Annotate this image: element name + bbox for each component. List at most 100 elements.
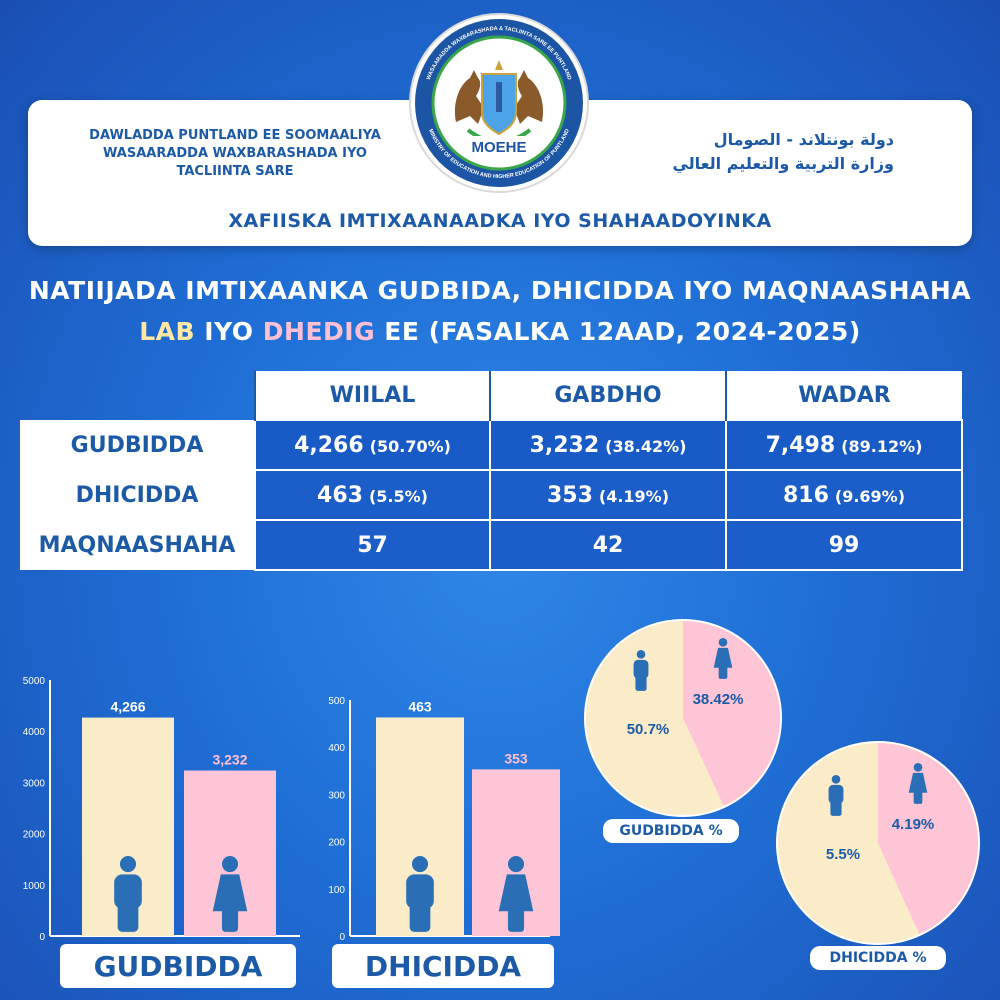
row-label: GUDBIDDA <box>20 420 255 470</box>
cell-value: 57 <box>357 532 388 558</box>
pie-slice-gabdho <box>683 621 780 807</box>
cell-value: 816 <box>782 482 829 508</box>
table-header-row: WIILAL GABDHO WADAR <box>20 371 962 420</box>
table-header-wadar: WADAR <box>725 371 962 420</box>
male-icon-legs <box>117 902 139 932</box>
male-icon <box>633 650 649 691</box>
male-icon-body <box>633 659 649 679</box>
row-label: MAQNAASHAHA <box>20 520 255 570</box>
bar-value-label: 4,266 <box>110 699 145 715</box>
office-title: XAFIISKA IMTIXAANAADKA IYO SHAHAADOYINKA <box>228 210 772 232</box>
male-icon-legs <box>830 799 842 816</box>
y-tick-label: 1000 <box>23 881 46 892</box>
female-icon-head <box>221 856 239 873</box>
header-right-text: دولة بونتلاند - الصومال وزارة التربية وا… <box>594 128 894 176</box>
cell-percent: (89.12%) <box>841 436 923 456</box>
table-row-gudbidda: GUDBIDDA 4,266 (50.70%) 3,232 (38.42%) 7,4… <box>20 419 963 471</box>
cell-percent: (9.69%) <box>834 486 906 506</box>
cell-value: 99 <box>828 532 860 558</box>
male-icon <box>828 775 844 816</box>
cell-value: 3,232 <box>529 432 600 458</box>
bar-value-label: 353 <box>504 750 528 766</box>
male-icon-head <box>119 856 137 873</box>
title-dhedig: DHEDIG <box>262 317 376 346</box>
pie-value-label: 5.5% <box>826 846 860 863</box>
male-icon <box>114 856 142 932</box>
female-icon-dress <box>212 874 248 912</box>
male-icon-legs <box>409 902 431 932</box>
male-icon-body <box>406 874 434 909</box>
y-tick-label: 0 <box>339 932 345 943</box>
title-iyo: IYO <box>195 317 263 346</box>
y-tick-label: 500 <box>328 696 345 707</box>
title-rest: EE (FASALKA 12AAD, 2024-2025) <box>375 317 861 346</box>
female-icon-legs <box>718 666 728 679</box>
table-cell: 99 <box>725 519 963 571</box>
female-icon <box>713 638 733 679</box>
cell-value: 7,498 <box>765 432 836 458</box>
female-icon-dress <box>713 647 733 668</box>
chart-label-gudbidda: GUDBIDDA <box>60 944 296 988</box>
header-left-line2: WASAARADDA WAXBARASHADA IYO <box>103 146 367 161</box>
y-tick-label: 4000 <box>23 727 46 738</box>
male-icon-legs <box>635 674 647 691</box>
female-icon <box>212 856 248 932</box>
header-left-text: DAWLADDA PUNTLAND EE SOOMAALIYA WASAARAD… <box>70 127 400 181</box>
cell-value: 463 <box>317 482 363 508</box>
pie-value-label: 4.19% <box>892 816 935 833</box>
female-icon-legs <box>913 791 923 804</box>
y-tick-label: 400 <box>328 743 345 754</box>
female-icon-legs <box>221 908 239 932</box>
main-title-line1: NATIIJADA IMTIXAANKA GUDBIDA, DHICIDDA I… <box>28 276 972 305</box>
pie-value-label: 50.7% <box>627 721 670 738</box>
table-row-dhicidda: DHICIDDA 463 (5.5%) 353 (4.19%) 816 (9.69%) <box>20 469 963 521</box>
female-icon <box>498 856 534 932</box>
header-left-line3: TACLIINTA SARE <box>176 164 294 179</box>
table-cell: 816 (9.69%) <box>725 469 963 521</box>
title-lab: LAB <box>139 317 196 346</box>
y-tick-label: 300 <box>328 790 345 801</box>
y-tick-label: 100 <box>328 885 345 896</box>
y-tick-label: 0 <box>39 932 45 943</box>
female-icon-head <box>507 856 525 873</box>
female-icon-head <box>718 638 728 647</box>
male-icon <box>406 856 434 932</box>
bar-value-label: 3,232 <box>212 752 247 768</box>
male-icon-body <box>828 784 844 804</box>
female-icon-dress <box>908 772 928 793</box>
female-icon-legs <box>507 908 525 932</box>
header-left-line1: DAWLADDA PUNTLAND EE SOOMAALIYA <box>89 128 381 143</box>
y-tick-label: 3000 <box>23 778 46 789</box>
cell-percent: (50.70%) <box>369 436 451 456</box>
cell-percent: (4.19%) <box>598 486 670 506</box>
female-icon-dress <box>498 874 534 912</box>
table-cell: 353 (4.19%) <box>489 469 727 521</box>
table-cell: 463 (5.5%) <box>254 469 491 521</box>
table-cell: 42 <box>489 519 727 571</box>
female-icon <box>908 763 928 804</box>
row-label: DHICIDDA <box>20 470 255 520</box>
female-icon-head <box>913 763 923 772</box>
cell-value: 353 <box>546 482 593 508</box>
table-cell: 57 <box>254 519 491 571</box>
y-tick-label: 200 <box>328 838 345 849</box>
results-table: WIILAL GABDHO WADAR GUDBIDDA 4,266 (50.70… <box>20 371 963 571</box>
table-cell: 3,232 (38.42%) <box>489 419 727 471</box>
header-right-line2: وزارة التربية والتعليم العالي <box>672 154 894 173</box>
table-header-wiilal: WIILAL <box>254 371 490 420</box>
header-right-line1: دولة بونتلاند - الصومال <box>713 130 894 149</box>
table-cell: 4,266 (50.70%) <box>254 419 491 471</box>
table-row-maqnaashaha: MAQNAASHAHA 57 42 99 <box>20 519 963 571</box>
logo-moehe-text: MOEHE <box>471 139 526 156</box>
cell-percent: (5.5%) <box>368 486 428 506</box>
ministry-seal-logo: MOEHE WASAARADDA WAXBARASHADA & TACLIINT… <box>409 13 589 193</box>
pie-label-gudbidda: GUDBIDDA % <box>603 819 739 843</box>
bar-value-label: 463 <box>408 698 432 714</box>
y-tick-label: 2000 <box>23 830 46 841</box>
cell-value: 4,266 <box>294 432 364 458</box>
male-icon-body <box>114 874 142 909</box>
cell-percent: (38.42%) <box>605 436 687 456</box>
table-cell: 7,498 (89.12%) <box>725 419 963 471</box>
y-tick-label: 5000 <box>23 676 46 687</box>
